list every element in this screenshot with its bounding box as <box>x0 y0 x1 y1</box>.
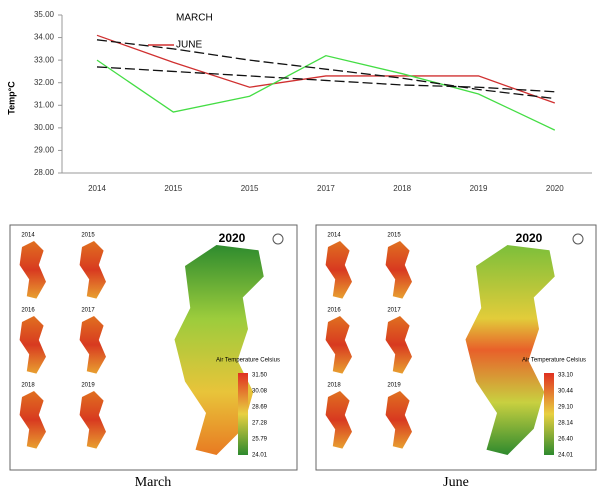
legend-value: 27.28 <box>252 421 268 427</box>
map-title: 2020 <box>219 231 246 245</box>
legend-label: JUNE <box>176 40 202 51</box>
x-tick-label: 2019 <box>470 184 488 193</box>
y-tick-label: 30.00 <box>34 123 55 132</box>
y-tick-label: 35.00 <box>34 10 55 19</box>
small-map-year: 2017 <box>81 308 95 314</box>
legend-value: 24.01 <box>558 453 574 459</box>
legend-title: Air Temperature Celsius <box>216 358 280 364</box>
small-map-year: 2014 <box>327 233 341 239</box>
small-map-year: 2016 <box>327 308 341 314</box>
x-tick-label: 2015 <box>164 184 182 193</box>
caption: March <box>135 475 172 490</box>
legend-value: 33.10 <box>558 373 574 379</box>
legend-title: Air Temperature Celsius <box>522 358 586 364</box>
legend-value: 29.10 <box>558 405 574 411</box>
x-tick-label: 2018 <box>393 184 411 193</box>
small-map-year: 2014 <box>21 233 35 239</box>
legend-value: 31.50 <box>252 373 268 379</box>
y-tick-label: 34.00 <box>34 33 55 42</box>
y-tick-label: 28.00 <box>34 168 55 177</box>
y-axis-label: Temp°C <box>6 81 16 115</box>
small-map-year: 2015 <box>81 233 95 239</box>
maps: 2020 2014 2015 2016 2017 2018 2019 Air Temperat… <box>0 200 602 497</box>
caption: June <box>443 475 469 490</box>
x-tick-label: 2015 <box>241 184 259 193</box>
color-scale <box>544 373 554 455</box>
legend-label: MARCH <box>176 13 213 24</box>
legend-value: 30.08 <box>252 389 268 395</box>
map-title: 2020 <box>516 231 543 245</box>
x-tick-label: 2014 <box>88 184 106 193</box>
small-map-year: 2018 <box>21 383 35 389</box>
small-map-year: 2019 <box>387 383 401 389</box>
legend-value: 26.40 <box>558 437 574 443</box>
legend-value: 28.69 <box>252 405 268 411</box>
small-map-year: 2019 <box>81 383 95 389</box>
x-tick-label: 2020 <box>546 184 564 193</box>
small-map-year: 2016 <box>21 308 35 314</box>
series-line <box>97 56 555 130</box>
x-tick-label: 2017 <box>317 184 335 193</box>
y-tick-label: 32.00 <box>34 78 55 87</box>
small-map-year: 2015 <box>387 233 401 239</box>
line-chart: Temp°C 28.00 29.00 30.00 31.00 32.00 33.00 34.… <box>0 0 602 200</box>
legend-value: 24.01 <box>252 453 268 459</box>
small-map-year: 2018 <box>327 383 341 389</box>
legend-value: 25.79 <box>252 437 268 443</box>
series-line <box>97 40 555 99</box>
page: Temp°C 28.00 29.00 30.00 31.00 32.00 33.00 34.… <box>0 0 602 497</box>
y-tick-label: 33.00 <box>34 55 55 64</box>
y-tick-label: 31.00 <box>34 100 55 109</box>
color-scale <box>238 373 248 455</box>
small-map-year: 2017 <box>387 308 401 314</box>
legend-value: 30.44 <box>558 389 574 395</box>
y-tick-label: 29.00 <box>34 146 55 155</box>
legend-value: 28.14 <box>558 421 574 427</box>
